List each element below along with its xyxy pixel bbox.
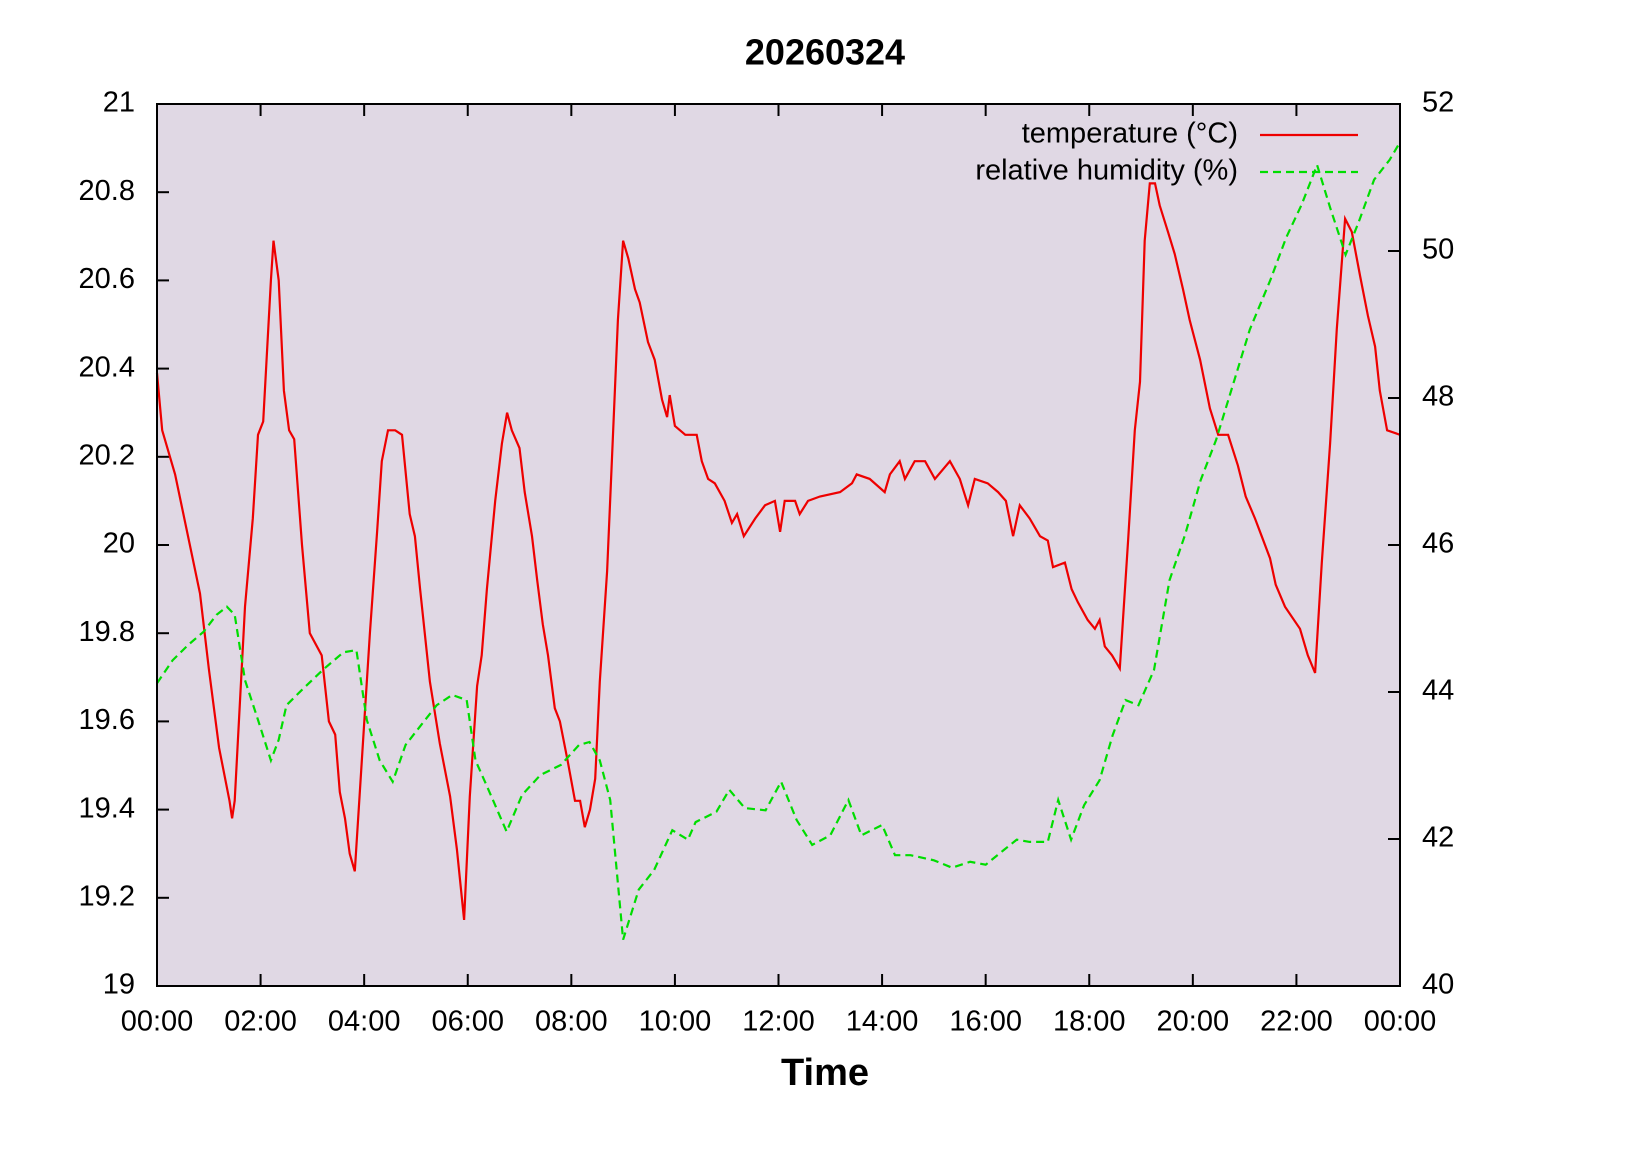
x-tick-label: 12:00 bbox=[742, 1006, 815, 1038]
x-tick-label: 04:00 bbox=[328, 1006, 401, 1038]
x-tick-label: 20:00 bbox=[1157, 1006, 1230, 1038]
y-tick-label: 19.4 bbox=[79, 792, 135, 824]
y2-tick-label: 46 bbox=[1422, 528, 1454, 560]
plot-background bbox=[157, 104, 1400, 986]
x-tick-label: 10:00 bbox=[639, 1006, 712, 1038]
y-tick-label: 20.6 bbox=[79, 263, 135, 295]
x-tick-label: 06:00 bbox=[431, 1006, 504, 1038]
x-tick-label: 18:00 bbox=[1053, 1006, 1126, 1038]
legend-label: relative humidity (%) bbox=[975, 155, 1238, 187]
y-tick-label: 20.4 bbox=[79, 351, 135, 383]
x-tick-label: 02:00 bbox=[224, 1006, 297, 1038]
plot-frame bbox=[156, 103, 1401, 987]
legend-label: temperature (°C) bbox=[1022, 118, 1238, 150]
y2-tick-label: 42 bbox=[1422, 822, 1454, 854]
y-tick-label: 21 bbox=[103, 87, 135, 119]
y2-tick-label: 40 bbox=[1422, 969, 1454, 1001]
x-tick-label: 16:00 bbox=[949, 1006, 1022, 1038]
y-tick-label: 19.6 bbox=[79, 704, 135, 736]
y-tick-label: 20.2 bbox=[79, 439, 135, 471]
x-tick-label: 08:00 bbox=[535, 1006, 608, 1038]
y2-tick-label: 52 bbox=[1422, 87, 1454, 119]
y-tick-label: 19 bbox=[103, 969, 135, 1001]
data-line bbox=[155, 182, 1401, 921]
y-tick-label: 19.8 bbox=[79, 616, 135, 648]
y2-tick-label: 48 bbox=[1422, 381, 1454, 413]
y-tick-label: 20.8 bbox=[79, 175, 135, 207]
y2-tick-label: 44 bbox=[1422, 675, 1454, 707]
y2-tick-label: 50 bbox=[1422, 234, 1454, 266]
x-axis-title: Time bbox=[781, 1052, 869, 1094]
x-tick-label: 00:00 bbox=[1364, 1006, 1437, 1038]
chart-title: 20260324 bbox=[745, 32, 905, 73]
x-tick-label: 22:00 bbox=[1260, 1006, 1333, 1038]
y-tick-label: 19.2 bbox=[79, 880, 135, 912]
x-tick-label: 00:00 bbox=[121, 1006, 194, 1038]
x-tick-label: 14:00 bbox=[846, 1006, 919, 1038]
y-tick-label: 20 bbox=[103, 528, 135, 560]
